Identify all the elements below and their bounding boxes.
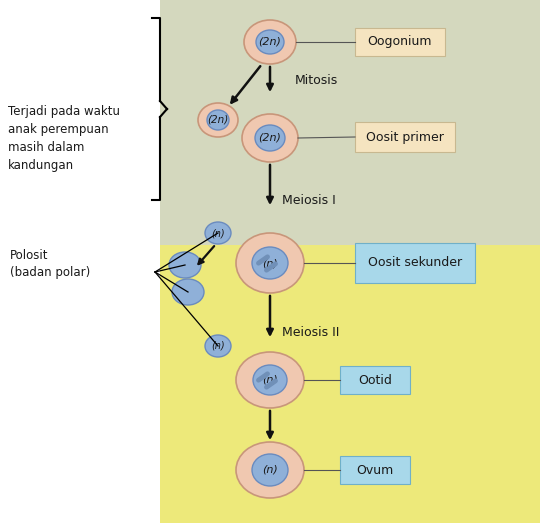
Text: (2n): (2n)	[259, 37, 281, 47]
Text: (2n): (2n)	[207, 115, 228, 125]
Ellipse shape	[244, 20, 296, 64]
Ellipse shape	[172, 279, 204, 305]
Ellipse shape	[252, 247, 288, 279]
Text: (n): (n)	[262, 375, 278, 385]
FancyBboxPatch shape	[355, 28, 445, 56]
Text: (n): (n)	[262, 258, 278, 268]
Ellipse shape	[255, 125, 285, 151]
FancyBboxPatch shape	[355, 122, 455, 152]
Ellipse shape	[169, 252, 201, 278]
Text: Meiosis II: Meiosis II	[282, 325, 339, 338]
Text: Oosit primer: Oosit primer	[366, 131, 444, 143]
FancyBboxPatch shape	[355, 243, 475, 283]
Ellipse shape	[236, 352, 304, 408]
Text: Ovum: Ovum	[356, 463, 394, 476]
FancyBboxPatch shape	[340, 456, 410, 484]
Text: Terjadi pada waktu
anak perempuan
masih dalam
kandungan: Terjadi pada waktu anak perempuan masih …	[8, 105, 120, 172]
Ellipse shape	[236, 233, 304, 293]
Text: Polosit
(badan polar): Polosit (badan polar)	[10, 249, 90, 279]
Ellipse shape	[198, 103, 238, 137]
Ellipse shape	[256, 30, 284, 54]
Text: (n): (n)	[211, 341, 225, 351]
Ellipse shape	[205, 335, 231, 357]
Bar	[160, 0, 540, 245]
Ellipse shape	[205, 222, 231, 244]
Ellipse shape	[236, 442, 304, 498]
FancyBboxPatch shape	[340, 366, 410, 394]
Text: Oogonium: Oogonium	[368, 36, 432, 49]
Text: Meiosis I: Meiosis I	[282, 194, 336, 207]
Text: Oosit sekunder: Oosit sekunder	[368, 256, 462, 269]
Bar	[160, 245, 540, 523]
Text: Ootid: Ootid	[358, 373, 392, 386]
Ellipse shape	[253, 365, 287, 395]
Text: Mitosis: Mitosis	[295, 74, 338, 86]
Text: (2n): (2n)	[259, 133, 281, 143]
Text: (n): (n)	[262, 465, 278, 475]
Ellipse shape	[252, 454, 288, 486]
Ellipse shape	[207, 110, 229, 130]
Text: (n): (n)	[211, 228, 225, 238]
Ellipse shape	[242, 114, 298, 162]
